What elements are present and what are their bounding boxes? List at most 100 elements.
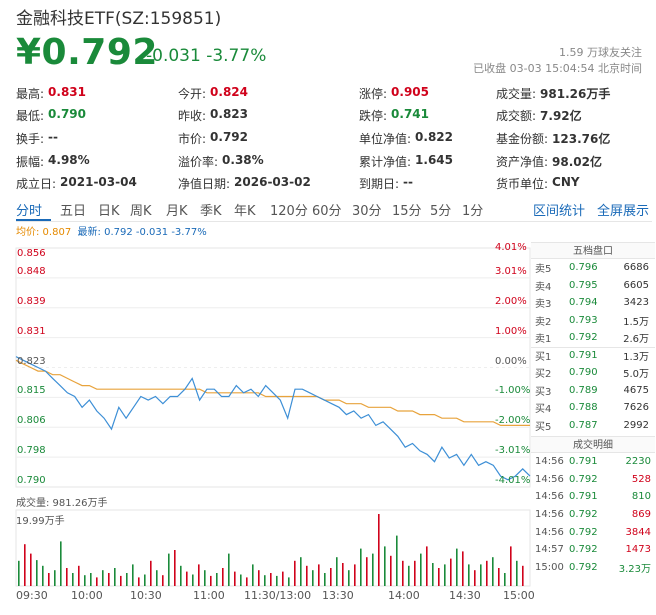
volume-bar (132, 564, 134, 586)
x-tick: 13:30 (322, 589, 354, 602)
y-tick-right: 4.01% (495, 242, 527, 253)
volume-bar (150, 560, 152, 586)
trade-price: 0.792 (569, 473, 598, 485)
range-stats-link[interactable]: 区间统计 (533, 204, 586, 219)
order-volume: 1.3万 (623, 352, 649, 364)
order-panel: 五档盘口 卖5 0.796 6686 卖4 0.795 6605 卖3 0.794 3423 卖2… (531, 242, 655, 576)
trade-price: 0.792 (569, 544, 598, 556)
order-price: 0.787 (569, 419, 598, 431)
tab-6[interactable]: 年K (234, 204, 256, 219)
order-label: 卖3 (535, 299, 552, 311)
order-label: 买5 (535, 421, 552, 433)
tab-2[interactable]: 日K (98, 204, 120, 219)
volume-bar (492, 557, 494, 586)
tab-12[interactable]: 1分 (462, 204, 484, 219)
volume-bar (282, 571, 284, 586)
volume-bar (162, 575, 164, 586)
volume-bar (312, 570, 314, 586)
order-price: 0.789 (569, 384, 598, 396)
avg-price-legend: 均价: 0.807 (16, 227, 72, 238)
volume-bar (228, 553, 230, 586)
volume-bar (234, 571, 236, 586)
volume-bar (372, 553, 374, 586)
trade-time: 14:56 (535, 526, 564, 538)
trade-time: 14:56 (535, 456, 564, 468)
tab-4[interactable]: 月K (166, 204, 188, 219)
tab-0[interactable]: 分时 (16, 204, 43, 219)
order-row: 买3 0.789 4675 (531, 382, 655, 400)
quote-label: 资产净值: (496, 154, 549, 169)
tab-11[interactable]: 5分 (430, 204, 452, 219)
tab-8[interactable]: 60分 (312, 204, 342, 219)
volume-frame (15, 509, 531, 587)
volume-bar (324, 573, 326, 586)
x-tick: 11:30/13:00 (244, 589, 312, 602)
quote-label: 昨收: (178, 109, 207, 124)
quote-cell: 货币单位: CNY (496, 175, 646, 192)
quote-label: 累计净值: (359, 154, 412, 169)
order-volume: 2.6万 (623, 334, 649, 346)
tab-10[interactable]: 15分 (392, 204, 422, 219)
volume-bar (84, 575, 86, 586)
order-label: 卖1 (535, 334, 552, 346)
volume-bar (510, 546, 512, 586)
tab-3[interactable]: 周K (130, 204, 152, 219)
market-status: 已收盘 03-03 15:04:54 北京时间 (473, 62, 642, 75)
chart-legend: 均价: 0.807 最新: 0.792 -0.031 -3.77% (16, 223, 207, 238)
quote-label: 基金份额: (496, 131, 549, 146)
current-price: ¥0.792 (16, 32, 158, 73)
volume-bar (78, 565, 80, 586)
volume-bar (270, 573, 272, 586)
latest-price-legend: 最新: 0.792 -0.031 -3.77% (77, 227, 207, 238)
trade-time: 15:00 (535, 561, 564, 573)
order-row: 买5 0.787 2992 (531, 417, 655, 435)
volume-bar (144, 574, 146, 586)
tab-5[interactable]: 季K (200, 204, 222, 219)
volume-bar (504, 573, 506, 586)
volume-bar (120, 575, 122, 586)
order-label: 卖2 (535, 316, 552, 328)
tab-7[interactable]: 120分 (270, 204, 308, 219)
volume-bar (216, 573, 218, 586)
price-change: -0.031 -3.77% (146, 46, 267, 66)
quote-value: 0.741 (391, 107, 430, 122)
volume-bar (210, 575, 212, 586)
y-tick-left: 0.806 (17, 415, 46, 427)
order-label: 买4 (535, 404, 552, 416)
price-line (15, 356, 531, 481)
order-label: 卖5 (535, 264, 552, 276)
order-volume: 6686 (623, 262, 649, 274)
follower-count[interactable]: 1.59 万球友关注 (559, 46, 642, 59)
volume-bar (438, 568, 440, 586)
quote-label: 溢价率: (178, 154, 219, 169)
quote-cell: 换手: -- (16, 130, 178, 147)
quote-cell: 今开: 0.824 (178, 85, 359, 102)
volume-bar (444, 564, 446, 586)
order-row: 卖4 0.795 6605 (531, 277, 655, 295)
x-tick: 14:30 (449, 589, 481, 602)
trade-time: 14:57 (535, 544, 564, 556)
quote-cell: 溢价率: 0.38% (178, 153, 359, 170)
x-tick: 14:00 (388, 589, 420, 602)
volume-bar (42, 565, 44, 586)
volume-bar (486, 560, 488, 586)
trade-row: 14:56 0.792 869 (531, 506, 655, 524)
volume-bar (168, 553, 170, 586)
volume-bar (300, 557, 302, 586)
order-volume: 1.5万 (623, 316, 649, 328)
quote-cell: 振幅: 4.98% (16, 153, 178, 170)
tab-1[interactable]: 五日 (60, 204, 87, 219)
trade-time: 14:56 (535, 509, 564, 521)
avg-price-line (15, 359, 530, 426)
order-row: 卖3 0.794 3423 (531, 294, 655, 312)
trade-row: 14:56 0.791 2230 (531, 453, 655, 471)
fullscreen-link[interactable]: 全屏展示 (597, 204, 650, 219)
order-price: 0.796 (569, 262, 598, 274)
quote-label: 成交额: (496, 109, 537, 124)
active-tab-underline (16, 219, 51, 221)
volume-bar (66, 568, 68, 586)
volume-bar (396, 535, 398, 586)
quote-label: 成交量: (496, 86, 537, 101)
quote-cell: 最高: 0.831 (16, 85, 178, 102)
tab-9[interactable]: 30分 (352, 204, 382, 219)
